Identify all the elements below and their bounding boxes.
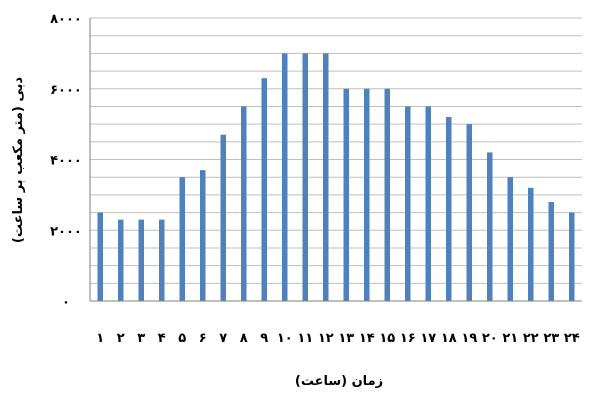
x-tick-label: ۲۱ — [502, 331, 518, 346]
bar — [179, 177, 185, 301]
y-axis-title: دبی (متر مکعب بر ساعت) — [11, 77, 26, 243]
x-tick-label: ۱۷ — [420, 331, 436, 346]
bar — [569, 212, 575, 301]
x-tick-label: ۲ — [117, 331, 125, 346]
bar — [282, 53, 288, 301]
x-tick-label: ۱ — [96, 331, 104, 346]
bar — [425, 106, 431, 301]
bar — [405, 106, 411, 301]
x-tick-label: ۱۵ — [379, 331, 395, 346]
bar — [446, 117, 452, 301]
bar — [528, 187, 534, 301]
bar — [384, 88, 390, 301]
x-tick-label: ۲۴ — [564, 331, 580, 346]
bars — [97, 53, 575, 301]
bar — [97, 212, 103, 301]
x-tick-label: ۱۳ — [338, 331, 354, 346]
y-tick-labels: ۰ ۲۰۰۰ ۴۰۰۰ ۶۰۰۰ ۸۰۰۰ — [50, 12, 82, 310]
bar — [548, 201, 554, 301]
x-tick-label: ۲۳ — [543, 331, 559, 346]
x-tick-label: ۶ — [199, 331, 207, 346]
gridlines — [90, 17, 582, 284]
x-tick-label: ۴ — [158, 331, 166, 346]
bar — [159, 219, 165, 301]
bar — [323, 53, 329, 301]
x-tick-labels: ۱ ۲ ۳ ۴ ۵ ۶ ۷ ۸ ۹ ۱۰ ۱۱ ۱۲ ۱۳ ۱۴ ۱۵ ۱۶ ۱۷ ۱۸ ۱۹ ۲۰ ۲۱ ۲۲ ۲۳ ۲۴ — [96, 331, 579, 346]
bar — [487, 152, 493, 301]
bar — [261, 78, 267, 301]
x-tick-label: ۸ — [240, 331, 248, 346]
x-tick-label: ۱۱ — [297, 331, 313, 346]
x-tick-label: ۳ — [137, 331, 145, 346]
x-tick-label: ۲۰ — [482, 331, 498, 346]
bar — [138, 219, 144, 301]
x-tick-label: ۵ — [178, 331, 186, 346]
bar — [507, 177, 513, 301]
x-tick-label: ۱۶ — [400, 331, 416, 346]
x-tick-label: ۱۰ — [277, 331, 293, 346]
bar — [118, 219, 124, 301]
bar — [302, 53, 308, 301]
bar — [200, 170, 206, 301]
x-tick-label: ۱۸ — [441, 331, 457, 346]
x-tick-label: ۱۲ — [318, 331, 334, 346]
bar — [241, 106, 247, 301]
y-tick-label: ۸۰۰۰ — [50, 12, 82, 27]
y-tick-label: ۲۰۰۰ — [50, 224, 82, 239]
bar — [364, 88, 370, 301]
bar — [343, 88, 349, 301]
x-tick-label: ۱۹ — [461, 331, 477, 346]
x-tick-label: ۲۲ — [523, 331, 539, 346]
y-tick-label: ۴۰۰۰ — [50, 154, 82, 169]
y-tick-label: ۰ — [62, 295, 70, 310]
y-tick-label: ۶۰۰۰ — [50, 83, 82, 98]
x-tick-label: ۱۴ — [359, 331, 375, 346]
x-tick-label: ۷ — [219, 331, 227, 346]
x-axis-title: زمان (ساعت) — [295, 374, 383, 389]
bar — [466, 124, 472, 301]
x-tick-label: ۹ — [260, 331, 268, 346]
bar — [220, 134, 226, 301]
